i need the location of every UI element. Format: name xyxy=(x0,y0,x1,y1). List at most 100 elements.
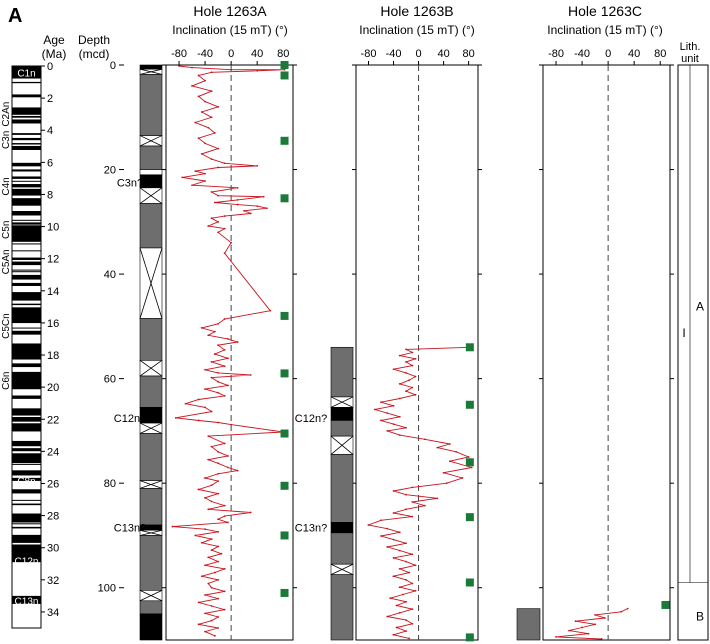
normal-polarity-interval xyxy=(12,499,41,501)
inclination-point xyxy=(223,318,226,320)
inclination-point xyxy=(226,521,229,524)
inclination-point xyxy=(249,212,252,215)
y-tick-label: 0 xyxy=(110,60,116,72)
normal-polarity-interval xyxy=(12,513,41,523)
age-tick-label: 8 xyxy=(47,189,53,201)
inclination-point xyxy=(210,71,213,74)
inclination-point xyxy=(392,404,395,407)
normal-polarity-interval xyxy=(12,176,41,179)
inclination-point xyxy=(210,158,213,160)
core-gap-cross xyxy=(330,396,354,408)
inclination-series-line xyxy=(555,608,628,640)
normal-polarity-interval xyxy=(12,222,41,225)
normal-polarity-interval xyxy=(12,477,41,481)
normal-polarity-interval xyxy=(12,210,41,216)
chron-label: C13n xyxy=(15,597,39,608)
normal-polarity-interval xyxy=(12,184,41,188)
inclination-point xyxy=(414,589,417,592)
core-interval xyxy=(139,535,163,591)
inclination-point xyxy=(204,630,206,633)
inclination-point xyxy=(217,450,220,453)
normal-polarity-interval xyxy=(12,94,41,98)
inclination-point xyxy=(197,95,200,98)
inclination-point xyxy=(197,398,200,401)
inclination-point xyxy=(395,604,398,607)
core-interval xyxy=(139,169,163,176)
inclination-point xyxy=(411,515,414,518)
inclination-point xyxy=(223,590,226,593)
inclination-point xyxy=(204,406,206,409)
inclination-point xyxy=(389,597,392,600)
inclination-point xyxy=(386,412,389,415)
inclination-point xyxy=(213,634,216,637)
inclination-point xyxy=(217,472,220,475)
age-header-line2: (Ma) xyxy=(42,47,67,61)
inclination-point xyxy=(414,357,417,360)
inclination-point xyxy=(191,184,193,187)
normal-polarity-interval xyxy=(12,243,41,245)
sample-marker xyxy=(280,481,289,490)
x-tick-label: 80 xyxy=(277,48,289,60)
inclination-point xyxy=(174,416,177,419)
normal-polarity-interval xyxy=(12,544,41,563)
inclination-point xyxy=(445,482,448,485)
inclination-point xyxy=(414,393,417,396)
inclination-point xyxy=(226,384,229,387)
chron-annotation: C13n? xyxy=(114,523,146,535)
plot-frame xyxy=(165,64,294,641)
inclination-point xyxy=(181,176,184,179)
core-interval xyxy=(139,318,163,361)
core-gap-cross xyxy=(139,135,163,147)
core-interval xyxy=(516,608,541,641)
inclination-point xyxy=(380,535,382,537)
inclination-point xyxy=(217,105,220,108)
inclination-point xyxy=(398,434,401,436)
inclination-point xyxy=(207,225,210,227)
chron-label: C5An xyxy=(1,249,12,274)
x-tick-label: -40 xyxy=(574,48,590,60)
inclination-point xyxy=(217,560,220,563)
inclination-point xyxy=(411,501,414,503)
inclination-point xyxy=(408,571,411,574)
age-scale: 0246810121416182022242628303234C1nC2AnC3… xyxy=(1,61,59,629)
inclination-series-line xyxy=(366,346,472,639)
inclination-point xyxy=(213,330,216,333)
age-tick-label: 14 xyxy=(47,286,59,298)
inclination-point xyxy=(442,471,445,474)
inclination-point xyxy=(217,344,220,347)
y-tick-label: 20 xyxy=(104,165,116,177)
inclination-point xyxy=(620,610,623,613)
lith-column-frame xyxy=(677,64,709,641)
normal-polarity-interval xyxy=(12,440,41,447)
inclination-point xyxy=(217,462,220,465)
inclination-point xyxy=(200,152,203,155)
inclination-point xyxy=(448,460,451,463)
inclination-point xyxy=(236,198,239,201)
inclination-point xyxy=(402,593,404,596)
inclination-point xyxy=(236,203,239,206)
core-interval xyxy=(139,600,163,615)
inclination-point xyxy=(223,608,226,611)
lith-unit-label: A xyxy=(696,300,704,314)
x-tick-label: 0 xyxy=(416,48,422,60)
inclination-point xyxy=(373,408,376,411)
inclination-point xyxy=(210,586,213,589)
inclination-point xyxy=(380,419,382,422)
x-tick-label: -80 xyxy=(548,48,564,60)
inclination-point xyxy=(204,100,206,103)
inclination-point xyxy=(243,209,246,212)
normal-polarity-interval xyxy=(12,137,41,141)
inclination-point xyxy=(256,164,259,167)
normal-polarity-interval xyxy=(12,408,41,416)
inclination-point xyxy=(210,538,213,541)
inclination-point xyxy=(207,435,210,438)
inclination-point xyxy=(405,493,407,496)
normal-polarity-interval xyxy=(12,162,41,167)
inclination-point xyxy=(217,220,220,223)
inclination-point xyxy=(405,578,407,581)
inclination-point xyxy=(217,530,220,533)
core-gap-cross xyxy=(139,589,163,602)
y-tick-label: 80 xyxy=(104,478,116,490)
inclination-point xyxy=(204,180,206,182)
inclination-point xyxy=(574,620,577,623)
